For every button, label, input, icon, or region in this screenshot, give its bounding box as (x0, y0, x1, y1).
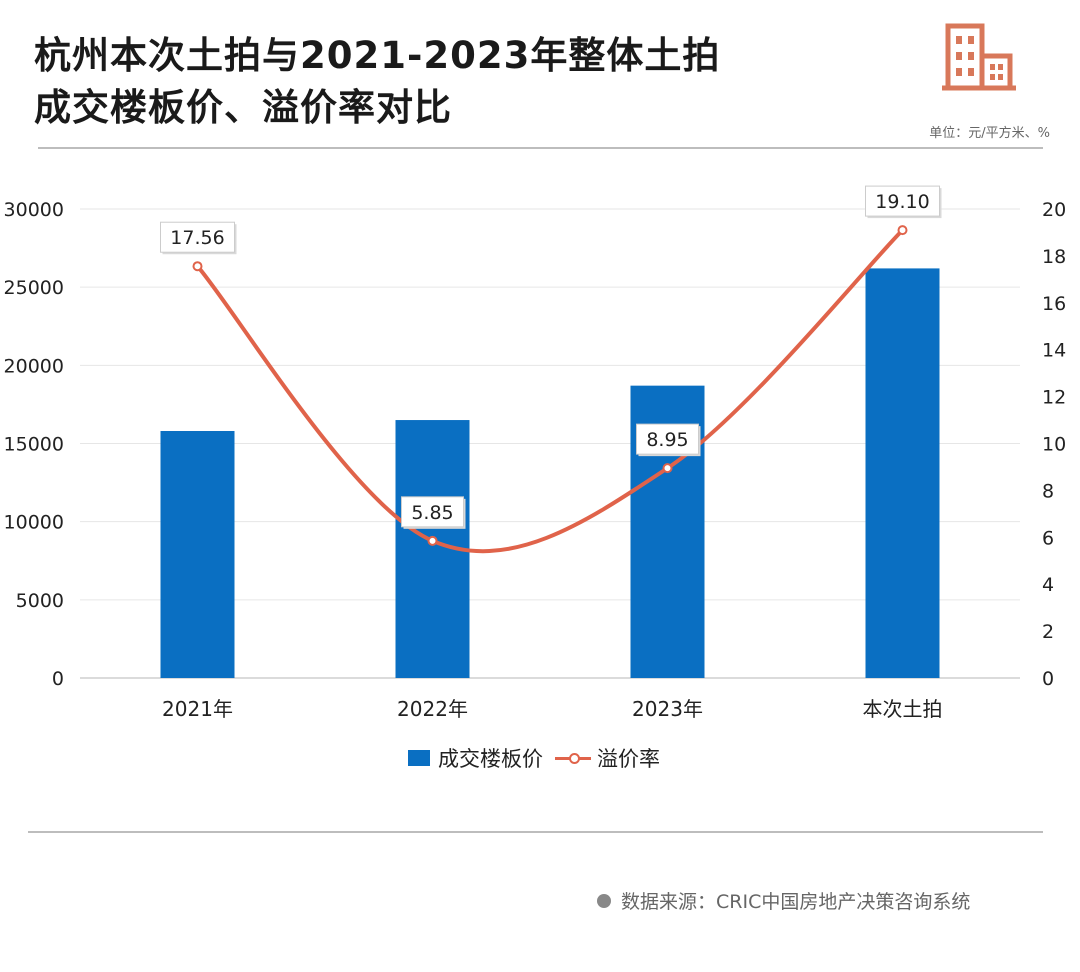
data-label-box (636, 423, 699, 455)
chart-legend: 成交楼板价 溢价率 (408, 744, 660, 772)
legend-line-swatch (555, 752, 591, 764)
data-label-box (865, 185, 940, 217)
legend-label-price: 成交楼板价 (438, 747, 543, 771)
y-right-tick-label: 6 (1042, 527, 1054, 549)
source-note: 数据来源：CRIC中国房地产决策咨询系统 (597, 887, 970, 914)
x-tick-label: 2021年 (162, 697, 233, 721)
line-point (427, 535, 438, 546)
unit-label: 单位：元/平方米、% (929, 126, 1050, 141)
y-right-tick-label: 0 (1042, 668, 1054, 690)
data-label: 8.95 (646, 429, 688, 451)
line-point (192, 261, 203, 272)
y-left-tick-label: 20000 (4, 355, 64, 377)
y-right-tick-label: 14 (1042, 340, 1066, 362)
source-label: 数据来源：CRIC中国房地产决策咨询系统 (621, 891, 971, 913)
y-left-tick-label: 10000 (4, 512, 64, 534)
y-right-tick-label: 2 (1042, 621, 1054, 643)
data-label: 5.85 (411, 502, 453, 524)
y-left-tick-label: 5000 (16, 590, 64, 612)
bar (865, 268, 940, 678)
y-right-tick-label: 16 (1042, 293, 1066, 315)
y-right-tick-label: 10 (1042, 434, 1066, 456)
data-label-box (401, 496, 464, 528)
chart-title: 杭州本次土拍与2021-2023年整体土拍 成交楼板价、溢价率对比 (34, 30, 720, 134)
x-tick-label: 2023年 (632, 697, 703, 721)
premium-rate-line (195, 228, 905, 554)
y-right-tick-label: 20 (1042, 199, 1066, 221)
line-point (662, 463, 673, 474)
data-label-box (160, 221, 235, 253)
legend-label-premium: 溢价率 (597, 747, 660, 771)
y-right-tick-label: 18 (1042, 246, 1066, 268)
y-right-tick-label: 12 (1042, 387, 1066, 409)
y-left-tick-label: 30000 (4, 199, 64, 221)
bottom-divider (28, 831, 1043, 833)
x-tick-label: 2022年 (397, 697, 468, 721)
building-icon (942, 23, 1016, 91)
y-left-tick-label: 25000 (4, 277, 64, 299)
legend-bar-swatch (408, 750, 430, 766)
y-left-tick-label: 15000 (4, 434, 64, 456)
y-right-tick-label: 4 (1042, 574, 1054, 596)
title-line-2: 成交楼板价、溢价率对比 (34, 86, 452, 129)
data-label: 19.10 (875, 191, 929, 213)
line-point (897, 225, 908, 236)
top-divider (38, 147, 1043, 149)
y-left-tick-label: 0 (52, 668, 64, 690)
chart-canvas: 0 5000 10000 15000 20000 25000 30000 0 2 4 6 8 10 12 1… (4, 185, 1066, 721)
data-label: 17.56 (170, 227, 224, 249)
bar (160, 430, 235, 678)
legend-dot-icon (597, 893, 611, 908)
y-right-tick-label: 8 (1042, 480, 1054, 502)
x-tick-label: 本次土拍 (863, 697, 943, 721)
title-line-1: 杭州本次土拍与2021-2023年整体土拍 (34, 34, 721, 77)
